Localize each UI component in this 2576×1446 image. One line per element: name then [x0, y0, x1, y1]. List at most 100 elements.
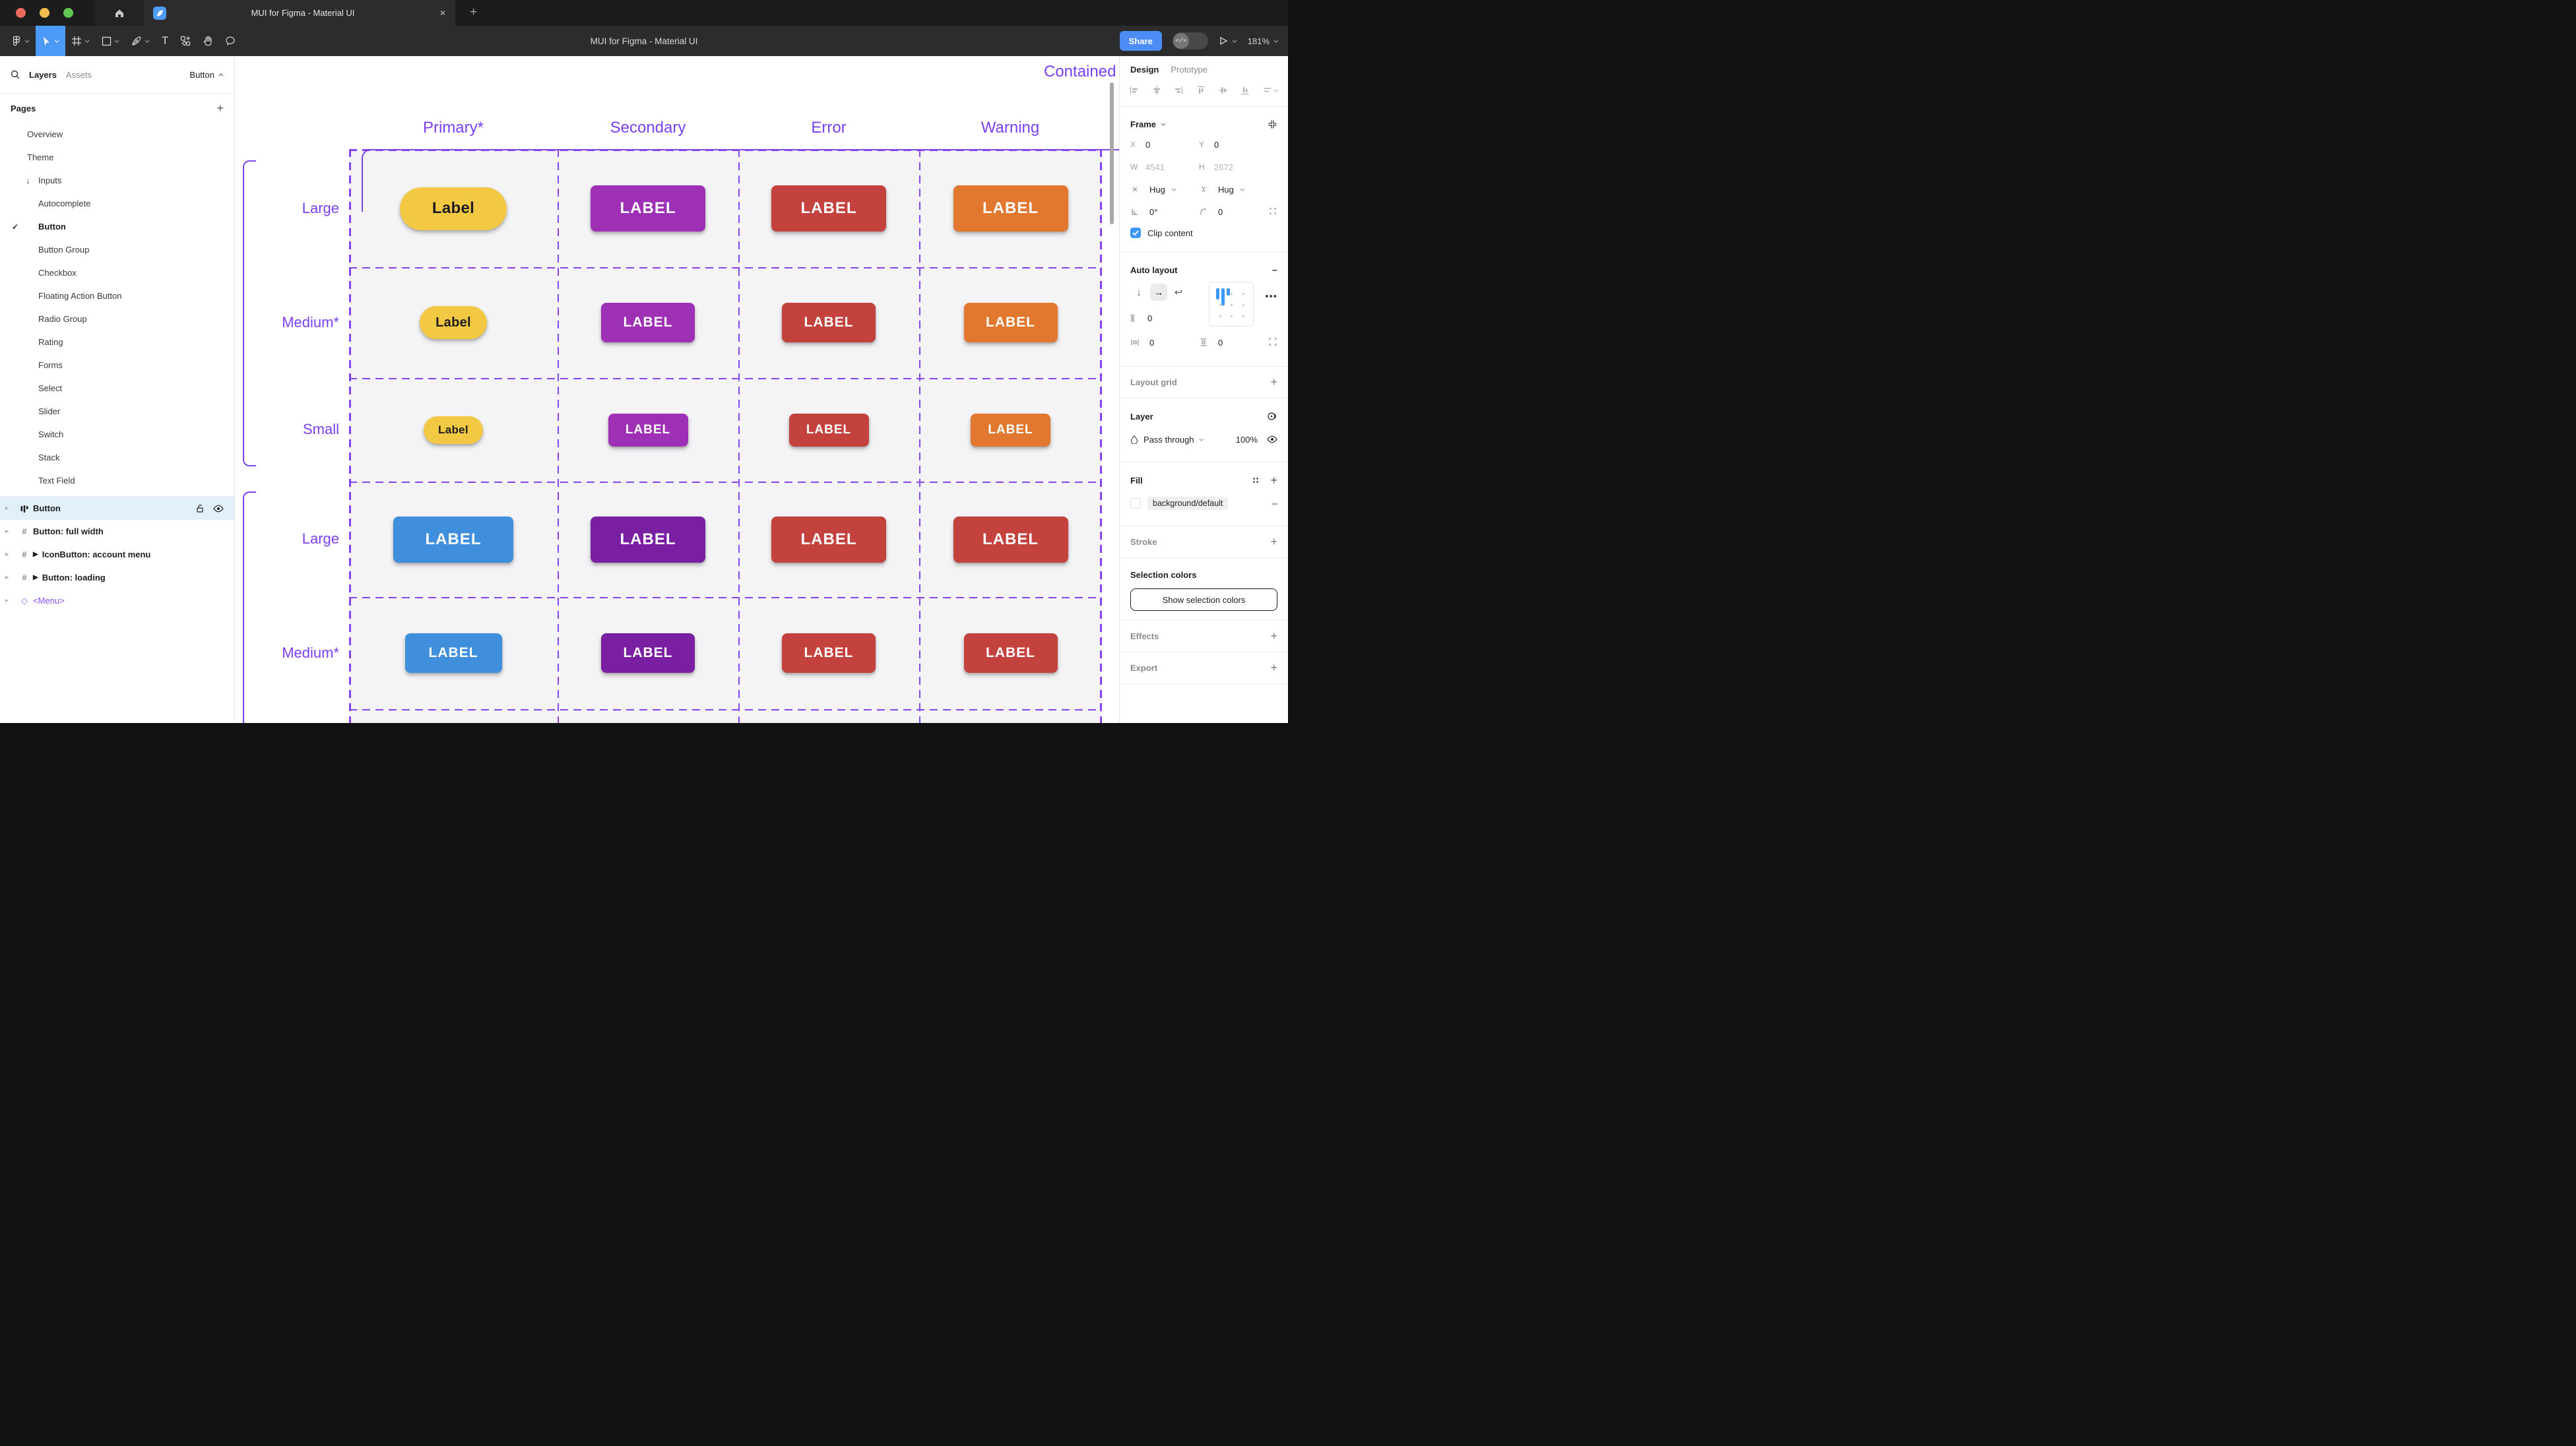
chevron-down-icon[interactable]: [1161, 123, 1166, 126]
chevron-down-icon[interactable]: [1232, 40, 1237, 43]
button-secondary-large-contained[interactable]: LABEL: [591, 516, 705, 563]
add-export-button[interactable]: +: [1270, 661, 1277, 674]
file-tab[interactable]: MUI for Figma - Material UI ✕: [144, 0, 455, 26]
sidebar-page-switch[interactable]: Switch: [38, 429, 64, 439]
opacity-field[interactable]: 100%: [1235, 434, 1258, 445]
layer-row-button-full-width[interactable]: ▸ # Button: full width: [0, 520, 234, 543]
button-primary-small[interactable]: Label: [424, 416, 483, 444]
button-error-large[interactable]: LABEL: [771, 185, 886, 232]
search-icon[interactable]: [11, 70, 20, 79]
fullscreen-window-button[interactable]: [63, 8, 73, 18]
add-effect-button[interactable]: +: [1270, 629, 1277, 643]
disclosure-caret-icon[interactable]: ▸: [5, 551, 9, 558]
disclosure-caret-icon[interactable]: ▸: [5, 574, 9, 581]
button-warning-large[interactable]: LABEL: [953, 185, 1068, 232]
button-warning-large-contained[interactable]: LABEL: [953, 516, 1068, 563]
move-tool-button[interactable]: [36, 26, 65, 56]
present-button[interactable]: [1219, 36, 1237, 46]
new-tab-button[interactable]: +: [470, 5, 478, 19]
vertical-sizing-select[interactable]: Hug: [1199, 185, 1268, 195]
button-secondary-medium-contained[interactable]: LABEL: [601, 633, 695, 673]
sidebar-page-theme[interactable]: Theme: [27, 152, 54, 162]
sidebar-page-slider[interactable]: Slider: [38, 406, 61, 416]
button-error-small[interactable]: LABEL: [789, 413, 869, 447]
dev-mode-toggle[interactable]: </>: [1172, 32, 1208, 49]
sidebar-page-button[interactable]: ✓ Button: [12, 222, 66, 232]
sidebar-page-checkbox[interactable]: Checkbox: [38, 268, 77, 278]
button-secondary-medium[interactable]: LABEL: [601, 303, 695, 342]
vertical-padding-field[interactable]: 0: [1199, 338, 1268, 348]
button-secondary-small[interactable]: LABEL: [608, 413, 688, 447]
styles-icon[interactable]: [1252, 476, 1260, 484]
align-right-icon[interactable]: [1173, 85, 1184, 96]
resources-tool-button[interactable]: [174, 26, 197, 56]
button-primary-medium[interactable]: Label: [420, 306, 487, 339]
button-error-large-contained[interactable]: LABEL: [771, 516, 886, 563]
width-field[interactable]: W 4541: [1130, 162, 1165, 172]
sidebar-page-radio-group[interactable]: Radio Group: [38, 314, 87, 324]
add-stroke-button[interactable]: +: [1270, 535, 1277, 548]
tidy-distribute-button[interactable]: [1262, 85, 1279, 96]
add-fill-button[interactable]: +: [1270, 473, 1277, 487]
chevron-down-icon[interactable]: [114, 40, 119, 43]
sidebar-page-forms[interactable]: Forms: [38, 360, 63, 370]
hand-tool-button[interactable]: [197, 26, 219, 56]
sidebar-page-text-field[interactable]: Text Field: [38, 476, 75, 486]
button-secondary-large[interactable]: LABEL: [591, 185, 705, 232]
shrink-to-fit-icon[interactable]: [1268, 119, 1277, 129]
align-bottom-icon[interactable]: [1240, 85, 1250, 96]
chevron-down-icon[interactable]: [145, 40, 150, 43]
layer-row-menu-instance[interactable]: ▸ ◇ <Menu>: [0, 589, 234, 612]
tab-layers[interactable]: Layers: [29, 69, 57, 80]
sidebar-page-inputs[interactable]: ↓ Inputs: [26, 175, 62, 185]
align-vertical-center-icon[interactable]: [1218, 85, 1229, 96]
alignment-widget[interactable]: [1209, 282, 1254, 327]
tab-design[interactable]: Design: [1130, 65, 1159, 75]
close-window-button[interactable]: [16, 8, 26, 18]
unlock-icon[interactable]: [196, 504, 204, 513]
height-field[interactable]: H 2672: [1199, 162, 1233, 172]
button-error-medium-contained[interactable]: LABEL: [782, 633, 876, 673]
sidebar-page-button-group[interactable]: Button Group: [38, 245, 90, 255]
layout-vertical-button[interactable]: ↓: [1136, 286, 1142, 298]
shape-tool-button[interactable]: [96, 26, 125, 56]
corner-radius-field[interactable]: 0: [1199, 207, 1268, 217]
sidebar-page-floating-action-button[interactable]: Floating Action Button: [38, 291, 122, 301]
visibility-eye-icon[interactable]: [1267, 435, 1277, 443]
pen-tool-button[interactable]: [125, 26, 156, 56]
fill-color-swatch[interactable]: [1130, 498, 1141, 509]
minimize-window-button[interactable]: [40, 8, 49, 18]
tab-prototype[interactable]: Prototype: [1171, 65, 1208, 75]
home-button[interactable]: [94, 0, 144, 26]
disclosure-caret-icon[interactable]: ▸: [5, 528, 9, 535]
button-warning-small[interactable]: LABEL: [971, 413, 1050, 447]
layer-row-button-loading[interactable]: ▸ # ▶ Button: loading: [0, 566, 234, 589]
sidebar-page-overview[interactable]: Overview: [27, 129, 63, 139]
sidebar-page-stack[interactable]: Stack: [38, 453, 60, 462]
canvas-scrollbar[interactable]: [1110, 82, 1114, 224]
page-selector[interactable]: Button: [189, 70, 224, 80]
comment-tool-button[interactable]: [219, 26, 242, 56]
close-tab-icon[interactable]: ✕: [439, 8, 446, 18]
sidebar-page-autocomplete[interactable]: Autocomplete: [38, 199, 91, 208]
text-tool-button[interactable]: T: [156, 26, 174, 56]
layout-horizontal-button[interactable]: →: [1150, 284, 1167, 301]
sidebar-page-select[interactable]: Select: [38, 383, 63, 393]
remove-fill-button[interactable]: –: [1272, 497, 1277, 509]
tab-assets[interactable]: Assets: [65, 69, 92, 80]
button-primary-large[interactable]: Label: [400, 187, 507, 230]
rotation-field[interactable]: 0°: [1130, 207, 1199, 217]
button-primary-medium-contained[interactable]: LABEL: [404, 633, 502, 673]
layout-wrap-button[interactable]: ↩: [1174, 287, 1183, 298]
blend-mode-icon[interactable]: [1267, 411, 1277, 422]
chevron-down-icon[interactable]: [84, 40, 90, 43]
disclosure-caret-icon[interactable]: ▸: [5, 597, 9, 604]
align-horizontal-center-icon[interactable]: [1151, 85, 1162, 96]
layer-row-iconbutton-account-menu[interactable]: ▸ # ▶ IconButton: account menu: [0, 543, 234, 566]
sidebar-page-rating[interactable]: Rating: [38, 337, 63, 347]
canvas[interactable]: Contained Primary* Secondary Error Warni…: [235, 56, 1119, 723]
disclosure-caret-icon[interactable]: ▸: [5, 505, 9, 512]
frame-title[interactable]: Contained: [1044, 63, 1116, 80]
